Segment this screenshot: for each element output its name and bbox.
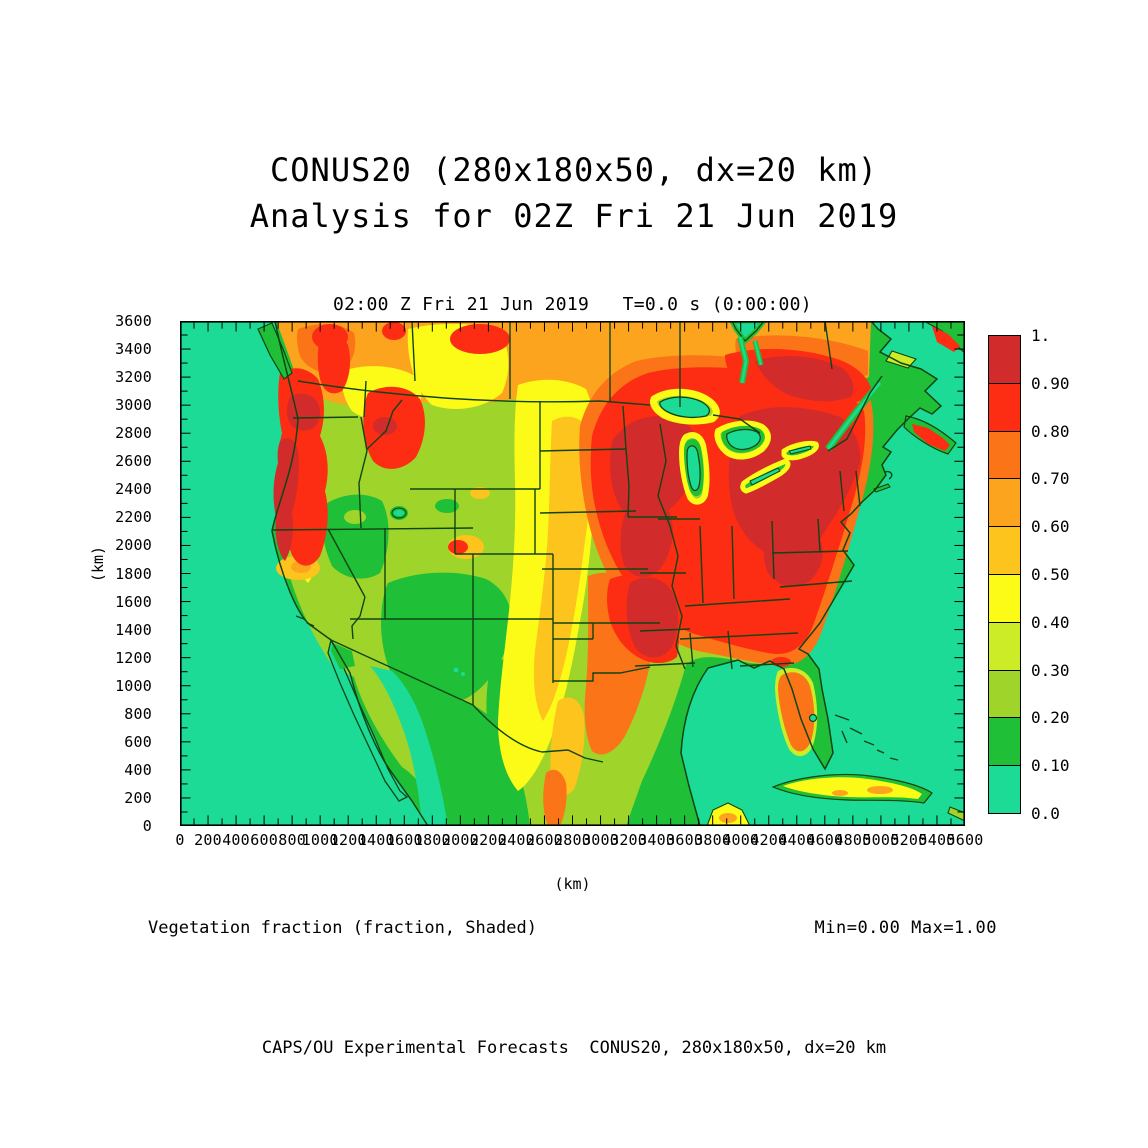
y-tick-label: 0 — [142, 817, 152, 835]
x-tick-label: 2800 — [554, 831, 591, 849]
colorbar-cell — [988, 478, 1021, 528]
axis-ticks — [179, 320, 966, 827]
colorbar — [988, 335, 1021, 814]
colorbar-cell — [988, 382, 1021, 432]
colorbar-tick-label: 0.70 — [1031, 469, 1070, 489]
x-tick-label: 1200 — [329, 831, 367, 849]
y-tick-label: 800 — [124, 704, 152, 723]
x-tick-label: 2000 — [441, 831, 479, 849]
x-tick-label: 4000 — [722, 831, 760, 849]
figure-title-line1: CONUS20 (280x180x50, dx=20 km) — [270, 151, 878, 189]
y-tick-label: 1200 — [115, 648, 152, 667]
x-tick-label: 3000 — [582, 831, 619, 849]
colorbar-cell — [988, 526, 1021, 575]
y-tick-label: 3400 — [115, 340, 152, 359]
figure-title-line2: Analysis for 02Z Fri 21 Jun 2019 — [249, 197, 899, 235]
minmax-caption: Min=0.00 Max=1.00 — [814, 918, 997, 938]
x-tick-label: 4400 — [778, 831, 816, 849]
y-tick-label: 3600 — [115, 312, 152, 330]
colorbar-tick-label: 0.80 — [1031, 421, 1070, 441]
x-tick-label: 5600 — [946, 831, 984, 849]
colorbar-tick-label: 0.10 — [1031, 756, 1070, 776]
x-tick-label: 5200 — [890, 831, 928, 849]
colorbar-cell — [988, 765, 1021, 814]
plot-timestamp-title: 02:00 Z Fri 21 Jun 2019 T=0.0 s (0:00:00… — [333, 294, 812, 315]
colorbar-tick-label: 0.40 — [1031, 612, 1070, 632]
y-tick-label: 400 — [124, 760, 152, 779]
colorbar-tick-label: 0.20 — [1031, 708, 1070, 728]
y-tick-label: 1600 — [115, 592, 152, 611]
x-tick-label: 2600 — [525, 831, 563, 849]
x-tick-label: 4600 — [806, 831, 844, 849]
x-tick-label: 2400 — [497, 831, 535, 849]
colorbar-cell — [988, 669, 1021, 719]
colorbar-tick-label: 0.90 — [1031, 373, 1070, 393]
x-tick-label: 5400 — [918, 831, 956, 849]
x-tick-label: 0 — [175, 831, 185, 849]
y-tick-label: 2600 — [115, 452, 152, 471]
colorbar-cell — [988, 574, 1021, 623]
colorbar-tick-label: 0.50 — [1031, 565, 1070, 584]
x-tick-label: 3200 — [610, 831, 648, 849]
x-tick-label: 600 — [250, 831, 278, 849]
colorbar-tick-label: 1. — [1031, 326, 1051, 345]
colorbar-tick-label: 0.60 — [1031, 517, 1070, 537]
x-tick-label: 3600 — [666, 831, 704, 849]
x-tick-label: 1000 — [301, 831, 339, 849]
x-tick-label: 5000 — [862, 831, 900, 849]
y-tick-label: 2400 — [115, 480, 152, 499]
map-plot-area — [179, 318, 966, 827]
x-tick-label: 1600 — [385, 831, 423, 849]
field-caption: Vegetation fraction (fraction, Shaded) — [148, 918, 537, 938]
y-tick-label: 2800 — [115, 424, 152, 443]
y-tick-label: 3000 — [115, 396, 152, 415]
x-tick-label: 3400 — [638, 831, 676, 849]
y-tick-label: 1400 — [115, 620, 152, 639]
y-tick-label: 2200 — [115, 508, 152, 527]
x-tick-label: 200 — [194, 831, 222, 849]
y-tick-label: 1800 — [115, 564, 152, 583]
footer-credit: CAPS/OU Experimental Forecasts CONUS20, … — [261, 1038, 887, 1058]
great-lakes — [390, 318, 883, 723]
x-tick-label: 400 — [222, 831, 250, 849]
y-tick-label: 200 — [124, 788, 152, 807]
y-tick-label: 1000 — [115, 676, 152, 695]
colorbar-tick-label: 0.30 — [1031, 660, 1070, 680]
x-tick-label: 800 — [278, 831, 306, 849]
x-tick-label: 1800 — [413, 831, 451, 849]
y-axis-unit-label: (km) — [89, 545, 107, 583]
colorbar-cell — [988, 621, 1021, 671]
x-tick-label: 1400 — [357, 831, 395, 849]
x-tick-label: 4800 — [834, 831, 872, 849]
colorbar-cell — [988, 335, 1021, 384]
x-tick-label: 4200 — [750, 831, 788, 849]
y-tick-label: 2000 — [115, 536, 152, 555]
contour-map — [179, 318, 966, 827]
y-tick-label: 3200 — [115, 368, 152, 387]
colorbar-tick-label: 0.0 — [1031, 804, 1060, 823]
state-borders — [271, 320, 883, 763]
colorbar-cell — [988, 430, 1021, 480]
y-tick-label: 600 — [124, 732, 152, 751]
x-axis-unit-label: (km) — [554, 875, 591, 893]
colorbar-cell — [988, 717, 1021, 767]
coastline — [271, 320, 943, 827]
x-tick-label: 2200 — [469, 831, 507, 849]
x-tick-label: 3800 — [694, 831, 732, 849]
